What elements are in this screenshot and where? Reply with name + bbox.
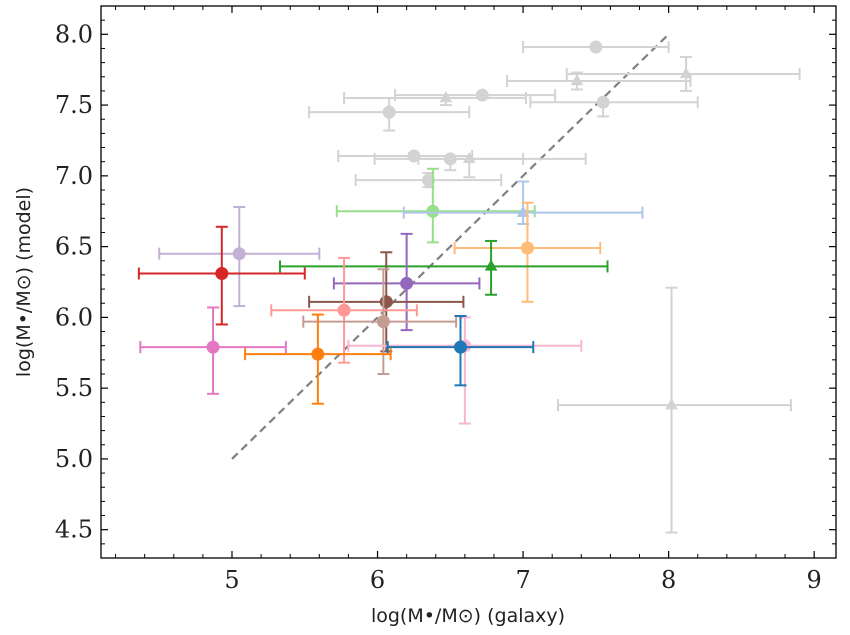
data-point-gray-7: [308, 97, 471, 132]
triangle-marker: [679, 66, 693, 79]
x-axis-ticks: 5 6 7 8 9: [115, 6, 822, 594]
data-points-group: [137, 40, 801, 534]
y-tick-label: 7.5: [55, 91, 93, 119]
data-point-purple: [332, 232, 481, 332]
reference-line-group: [231, 33, 670, 460]
circle-marker: [475, 88, 489, 102]
y-tick-label: 8.0: [55, 20, 93, 48]
triangle-marker: [484, 259, 498, 271]
circle-marker: [379, 295, 393, 309]
circle-marker: [382, 105, 396, 119]
circle-marker: [337, 303, 351, 317]
circle-marker: [400, 276, 414, 290]
circle-marker: [453, 340, 467, 354]
y-tick-label: 5.0: [55, 445, 93, 473]
circle-marker: [232, 247, 246, 261]
circle-marker: [596, 95, 610, 109]
triangle-marker: [439, 91, 453, 103]
data-point-orange: [244, 313, 392, 405]
data-point-gray-3: [506, 71, 692, 91]
y-tick-label: 4.5: [55, 516, 93, 544]
circle-marker: [426, 204, 440, 218]
one-to-one-reference-line: [231, 33, 670, 460]
data-point-gray-2: [565, 55, 801, 92]
y-tick-label: 6.0: [55, 303, 93, 331]
x-tick-label: 6: [370, 566, 385, 594]
data-point-gray-10: [417, 151, 587, 179]
data-point-green: [279, 239, 609, 296]
circle-marker: [589, 40, 603, 54]
data-point-magenta: [139, 306, 287, 395]
plot-frame: [100, 5, 837, 559]
triangle-marker: [570, 74, 584, 86]
data-point-gray-11: [354, 172, 503, 189]
x-axis-title: log(M•/M⊙) (galaxy): [371, 605, 565, 627]
data-point-red: [137, 225, 306, 326]
circle-marker: [215, 267, 229, 281]
y-axis-title: log(M•/M⊙) (model): [13, 187, 35, 377]
data-point-gray-1: [522, 40, 670, 54]
x-tick-label: 5: [224, 566, 239, 594]
triangle-marker: [462, 151, 476, 164]
data-point-light-orange: [453, 201, 602, 303]
data-point-salmon: [270, 256, 418, 364]
x-tick-label: 8: [661, 566, 676, 594]
circle-marker: [520, 241, 534, 255]
x-tick-label: 9: [807, 566, 822, 594]
y-axis-ticks: 4.5 5.0 5.5 6.0 6.5 7.0 7.5 8.0: [55, 5, 836, 559]
data-point-lavender: [158, 205, 321, 308]
circle-marker: [421, 173, 435, 187]
y-tick-label: 6.5: [55, 233, 93, 261]
data-point-tan: [302, 268, 458, 375]
data-point-gray-6: [529, 95, 699, 118]
circle-marker: [206, 340, 220, 354]
data-point-gray-5: [343, 91, 527, 107]
y-tick-label: 7.0: [55, 162, 93, 190]
circle-marker: [311, 347, 325, 361]
triangle-marker: [516, 205, 530, 217]
data-point-light-green: [335, 167, 536, 244]
triangle-marker: [665, 398, 678, 410]
circle-marker: [376, 315, 390, 329]
y-tick-label: 5.5: [55, 374, 93, 402]
data-point-blue: [386, 314, 535, 387]
x-tick-label: 7: [515, 566, 530, 594]
data-point-gray-12: [557, 286, 792, 534]
